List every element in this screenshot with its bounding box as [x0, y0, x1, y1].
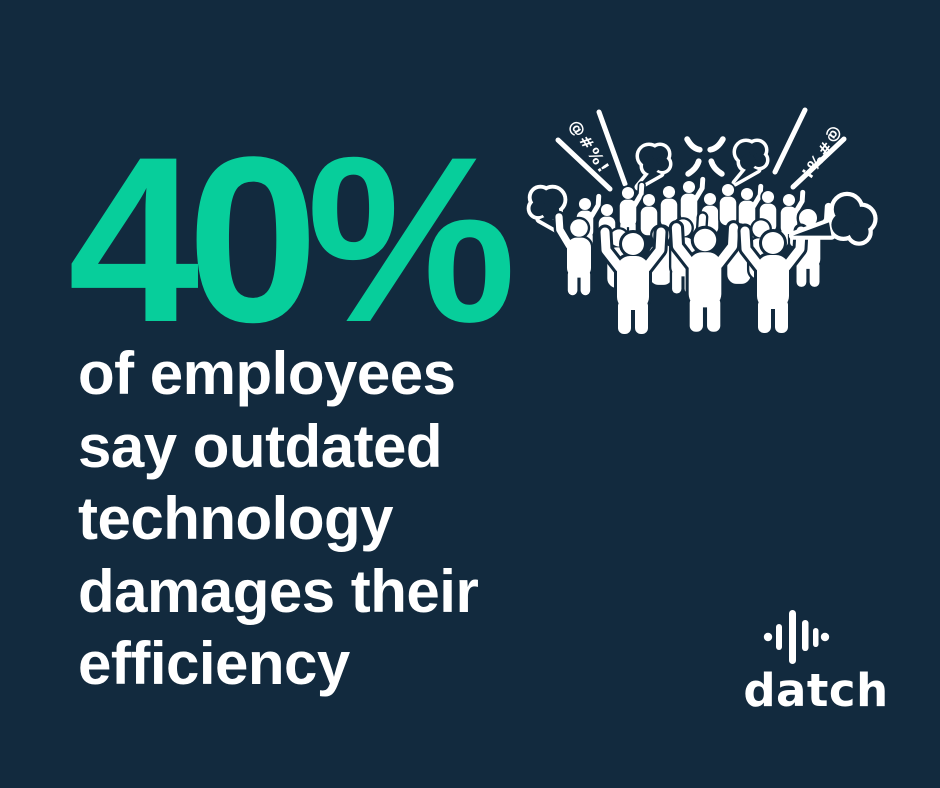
headline-line: say outdated: [78, 412, 443, 480]
person-arms-raised-icon: [745, 231, 801, 333]
stat-percentage: 40%: [68, 108, 516, 372]
waveform-icon: [763, 610, 830, 664]
emphasis-lines-left: [555, 109, 628, 192]
anger-mark-icon: [684, 136, 726, 177]
steam-puff-icon: [735, 142, 766, 183]
headline-line: efficiency: [78, 630, 350, 697]
crowd: [559, 179, 829, 334]
brand-name: datch: [743, 664, 889, 717]
emphasis-lines-right: [772, 107, 847, 190]
headline-line: technology: [78, 485, 394, 552]
person-icon: [718, 182, 738, 227]
headline: of employees say outdated technology damage…: [78, 338, 479, 701]
angry-crowd-illustration: @#%! @#%!: [521, 107, 940, 360]
brand-lockup: datch: [700, 600, 920, 730]
person-one-arm-icon: [559, 217, 591, 295]
headline-line: damages their: [78, 557, 479, 625]
headline-line: of employees: [78, 340, 456, 407]
grawlix-right: @#%!: [796, 123, 846, 184]
steam-puff-icon: [638, 146, 669, 187]
